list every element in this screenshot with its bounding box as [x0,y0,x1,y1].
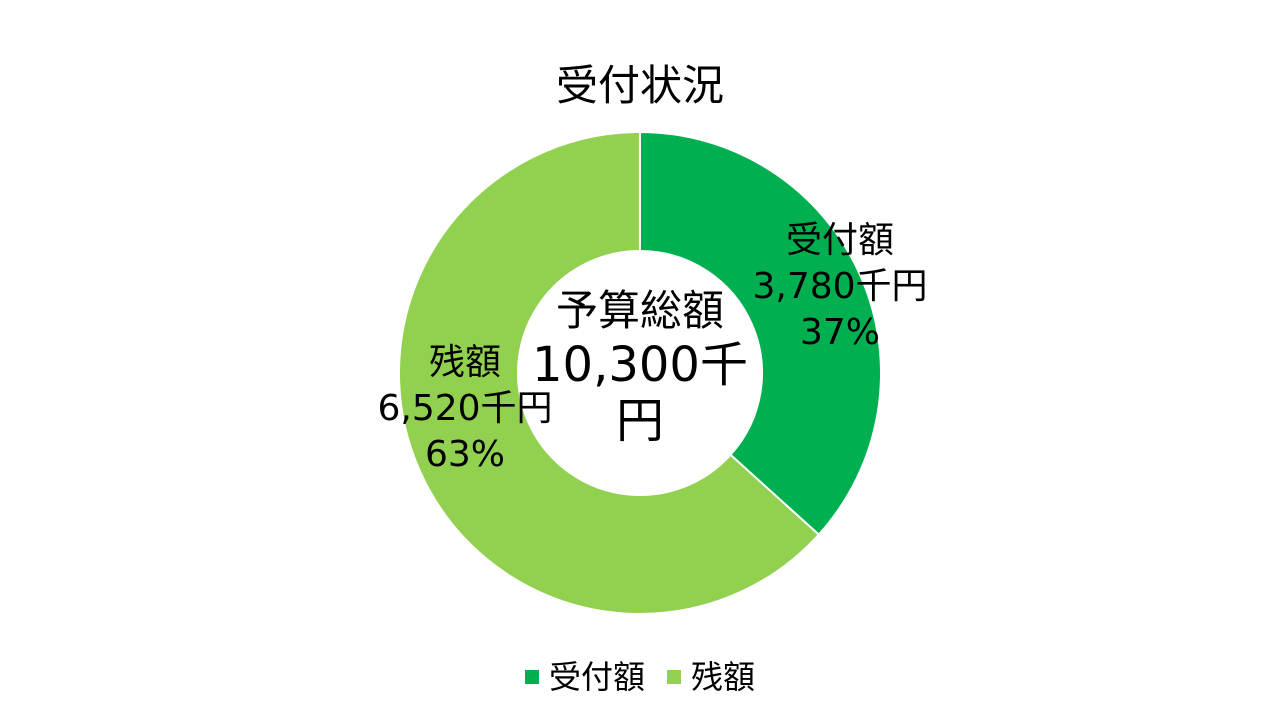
donut-slice-remaining [398,130,821,615]
center-title: 予算総額 [555,286,724,335]
slice-label-percent: 63% [424,434,505,475]
legend-item-received: 受付額 [524,655,645,699]
center-label: 予算総額 10,300千 円 [510,285,770,449]
legend-label: 受付額 [548,658,645,696]
slice-label-value: 3,780千円 [752,266,928,307]
slice-label-received: 受付額 3,780千円 37% [720,218,960,356]
slice-label-value: 6,520千円 [377,388,553,429]
center-value: 10,300千 [532,337,748,393]
legend-label: 残額 [691,658,756,696]
legend-swatch [667,670,681,684]
center-unit: 円 [615,393,664,449]
legend-swatch [524,670,539,684]
slice-label-name: 残額 [428,342,501,383]
legend-item-remaining: 残額 [667,655,755,699]
slice-label-percent: 37% [799,312,880,353]
legend: 受付額 残額 [0,655,1280,699]
chart-title: 受付状況 [555,61,724,110]
slice-label-name: 受付額 [785,220,894,261]
donut-slice-received [639,130,882,537]
slice-label-remaining: 残額 6,520千円 63% [345,340,585,478]
